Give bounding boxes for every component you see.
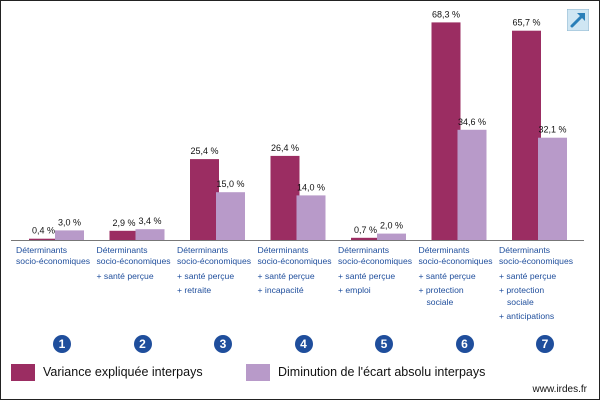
category-label-2-line-1: Déterminants bbox=[96, 245, 148, 255]
category-label-5-line-3: + santé perçue bbox=[338, 270, 396, 281]
bar-s1-c1 bbox=[29, 238, 58, 240]
value-label-s2-c1: 3,0 % bbox=[58, 217, 81, 227]
bar-s2-c1 bbox=[55, 230, 84, 240]
category-label-1-line-2: socio-économiques bbox=[16, 256, 91, 267]
category-label-5-line-4: + emploi bbox=[338, 285, 371, 296]
category-number-2: 2 bbox=[133, 335, 152, 353]
category-label-3: Déterminants socio-économiques + santé per… bbox=[177, 245, 257, 297]
value-label-s1-c3: 25,4 % bbox=[190, 146, 218, 156]
category-number-5: 5 bbox=[375, 335, 393, 353]
category-number-3: 3 bbox=[214, 335, 232, 353]
value-label-s2-c4: 14,0 % bbox=[297, 182, 325, 192]
category-label-1-line-1: Déterminants bbox=[16, 245, 68, 255]
category-label-7-line-4: + protection bbox=[499, 285, 545, 296]
legend-swatch-variance bbox=[11, 363, 35, 381]
category-label-2: Déterminants socio-économiques + santé per… bbox=[97, 245, 177, 282]
category-label-6-line-4: + protection bbox=[418, 285, 464, 296]
category-label-4: Déterminants socio-économiques + santé per… bbox=[258, 245, 338, 297]
bar-s1-c3 bbox=[190, 159, 219, 240]
category-label-6-line-5: sociale bbox=[426, 296, 454, 307]
value-label-s1-c1: 0,4 % bbox=[32, 226, 55, 236]
category-number-4: 4 bbox=[294, 335, 313, 353]
category-label-7-line-3: + santé perçue bbox=[499, 270, 557, 281]
bar-s1-c6 bbox=[431, 22, 461, 241]
category-label-7-line-6: + anticipations bbox=[499, 311, 555, 322]
value-label-s1-c5: 0,7 % bbox=[354, 225, 377, 235]
value-label-s1-c4: 26,4 % bbox=[271, 143, 299, 153]
expand-arrow-icon[interactable] bbox=[567, 9, 589, 31]
bar-s2-c3 bbox=[216, 192, 245, 240]
bar-s1-c2 bbox=[109, 230, 139, 240]
category-label-5-line-1: Déterminants bbox=[338, 245, 390, 255]
category-label-5: Déterminants socio-économiques + santé per… bbox=[338, 245, 418, 297]
bar-s2-c5 bbox=[377, 233, 406, 240]
legend-label-variance: Variance expliquée interpays bbox=[43, 365, 203, 379]
bar-s2-c7 bbox=[538, 137, 567, 240]
category-number-6: 6 bbox=[455, 335, 474, 353]
legend-item-diminution: Diminution de l'écart absolu interpays bbox=[246, 363, 485, 381]
category-label-4-line-3: + santé perçue bbox=[257, 270, 315, 281]
value-label-s1-c7: 65,7 % bbox=[512, 18, 540, 28]
category-label-5-line-2: socio-économiques bbox=[338, 256, 413, 267]
category-label-7: Déterminants socio-économiques + santé per… bbox=[499, 245, 579, 322]
category-label-4-line-2: socio-économiques bbox=[257, 256, 332, 267]
category-label-3-line-4: + retraite bbox=[177, 285, 212, 296]
category-label-6-line-1: Déterminants bbox=[418, 245, 470, 255]
category-label-7-line-1: Déterminants bbox=[499, 245, 551, 255]
value-label-s1-c6: 68,3 % bbox=[432, 9, 460, 19]
category-label-6: Déterminants socio-économiques + santé per… bbox=[419, 245, 499, 308]
bar-s1-c7 bbox=[512, 30, 541, 241]
source-url: www.irdes.fr bbox=[532, 384, 587, 395]
bar-chart: 0,4 % 2,9 % 25,4 % 26,4 % 0,7 % 68,3 % 65,7 % 3… bbox=[11, 9, 584, 241]
bar-s1-c5 bbox=[351, 237, 380, 240]
category-label-3-line-3: + santé perçue bbox=[177, 270, 235, 281]
category-label-2-line-2: socio-économiques bbox=[96, 256, 171, 267]
bar-s1-c4 bbox=[270, 155, 300, 240]
category-label-7-line-2: socio-économiques bbox=[499, 256, 574, 267]
category-label-4-line-4: + incapacité bbox=[257, 285, 304, 296]
value-label-s2-c3: 15,0 % bbox=[216, 179, 244, 189]
bar-s2-c4 bbox=[296, 195, 326, 240]
category-label-6-line-2: socio-économiques bbox=[418, 256, 493, 267]
value-label-s2-c6: 34,6 % bbox=[458, 117, 486, 127]
category-label-1: Déterminants socio-économiques bbox=[16, 245, 96, 268]
value-label-s2-c5: 2,0 % bbox=[380, 221, 403, 231]
category-label-4-line-1: Déterminants bbox=[257, 245, 309, 255]
category-number-7: 7 bbox=[536, 335, 554, 353]
category-label-2-line-3: + santé perçue bbox=[96, 270, 154, 281]
value-label-s1-c2: 2,9 % bbox=[112, 218, 135, 228]
category-number-1: 1 bbox=[53, 335, 71, 353]
legend-swatch-diminution bbox=[246, 363, 270, 381]
category-label-3-line-1: Déterminants bbox=[177, 245, 229, 255]
category-label-6-line-3: + santé perçue bbox=[418, 270, 476, 281]
value-label-s2-c2: 3,4 % bbox=[138, 216, 161, 226]
legend-item-variance: Variance expliquée interpays bbox=[11, 363, 203, 381]
value-label-s2-c7: 32,1 % bbox=[538, 125, 566, 135]
bar-s2-c2 bbox=[135, 229, 165, 240]
bar-s2-c6 bbox=[457, 129, 487, 240]
category-label-7-line-5: sociale bbox=[507, 296, 534, 307]
legend-label-diminution: Diminution de l'écart absolu interpays bbox=[278, 365, 486, 379]
category-label-3-line-2: socio-économiques bbox=[177, 256, 252, 267]
